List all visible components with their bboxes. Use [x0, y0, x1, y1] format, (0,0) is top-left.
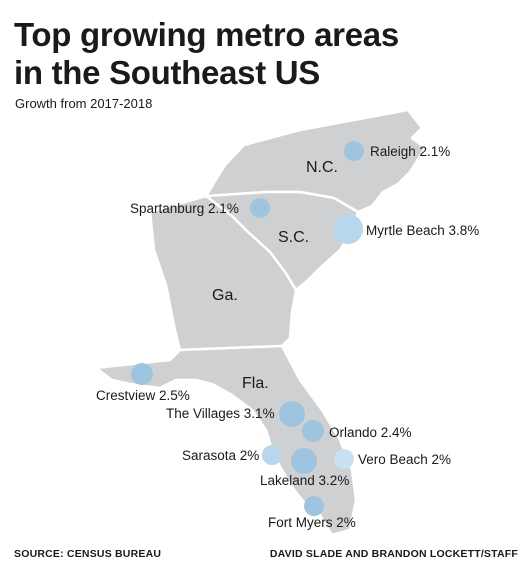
label-orlando: Orlando 2.4% [329, 425, 412, 440]
label-lakeland: Lakeland 3.2% [260, 473, 349, 488]
state-label-sc: S.C. [278, 229, 309, 246]
marker-spartanburg [250, 198, 270, 218]
map-subtitle: Growth from 2017-2018 [15, 96, 153, 111]
source-note: SOURCE: CENSUS BUREAU [14, 548, 162, 560]
title-line-1: Top growing metro areas [14, 16, 399, 53]
marker-crestview [131, 363, 153, 385]
label-spartanburg: Spartanburg 2.1% [130, 201, 239, 216]
label-vero-beach: Vero Beach 2% [358, 452, 451, 467]
state-label-ga: Ga. [212, 287, 238, 304]
florida-shape [94, 344, 358, 537]
label-sarasota: Sarasota 2% [182, 448, 259, 463]
label-raleigh: Raleigh 2.1% [370, 144, 450, 159]
label-myrtle-beach: Myrtle Beach 3.8% [366, 223, 479, 238]
label-fort-myers: Fort Myers 2% [268, 515, 356, 530]
marker-the-villages [279, 401, 305, 427]
state-label-nc: N.C. [306, 159, 338, 176]
georgia-shape [148, 194, 298, 352]
map-title: Top growing metro areas in the Southeast… [14, 16, 514, 92]
marker-myrtle-beach [333, 214, 363, 244]
label-the-villages: The Villages 3.1% [166, 406, 275, 421]
marker-sarasota [262, 445, 282, 465]
label-crestview: Crestview 2.5% [96, 388, 190, 403]
marker-orlando [302, 420, 324, 442]
marker-vero-beach [334, 449, 354, 469]
state-label-fla: Fla. [242, 375, 269, 392]
title-line-2: in the Southeast US [14, 54, 320, 91]
marker-raleigh [344, 141, 364, 161]
marker-fort-myers [304, 496, 324, 516]
credit-note: DAVID SLADE AND BRANDON LOCKETT/STAFF [269, 548, 518, 560]
marker-lakeland [291, 448, 317, 474]
